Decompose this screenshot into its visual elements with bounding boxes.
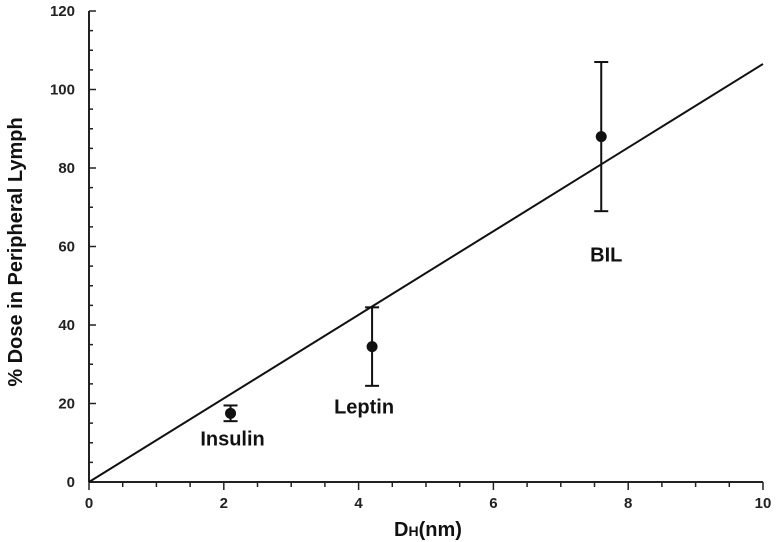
x-axis-title-main: D bbox=[394, 519, 408, 541]
fit-line-group bbox=[88, 63, 764, 483]
x-tick-label: 10 bbox=[755, 495, 772, 512]
point-label-insulin: Insulin bbox=[200, 428, 264, 450]
x-tick-label: 2 bbox=[220, 495, 228, 512]
y-tick-label: 20 bbox=[58, 396, 75, 413]
x-tick-label: 0 bbox=[85, 495, 93, 512]
error-bars bbox=[223, 61, 609, 423]
x-tick-label: 6 bbox=[489, 495, 497, 512]
data-points bbox=[225, 131, 607, 419]
fit-line bbox=[88, 63, 764, 483]
data-point-insulin bbox=[225, 407, 237, 419]
point-label-leptin: Leptin bbox=[334, 397, 394, 419]
axes: 0 20 40 60 80 100 120 0 2 4 6 8 10 bbox=[50, 3, 771, 512]
y-axis-title: % Dose in Peripheral Lymph bbox=[5, 117, 27, 386]
x-tick-label: 4 bbox=[354, 495, 363, 512]
data-point-leptin bbox=[366, 341, 378, 353]
point-labels: Insulin Leptin BIL bbox=[200, 245, 622, 451]
x-axis-title: DH(nm) bbox=[394, 519, 462, 541]
y-tick-label: 0 bbox=[67, 474, 75, 491]
data-point-bil bbox=[595, 131, 607, 143]
y-tick-label: 100 bbox=[50, 82, 75, 99]
point-label-bil: BIL bbox=[590, 245, 622, 267]
x-tick-label: 8 bbox=[624, 495, 632, 512]
y-tick-label: 40 bbox=[58, 317, 75, 334]
x-axis-title-unit: (nm) bbox=[419, 519, 462, 541]
y-tick-label: 120 bbox=[50, 3, 75, 20]
x-axis-title-sub: H bbox=[409, 523, 419, 539]
y-tick-label: 60 bbox=[58, 239, 75, 256]
y-tick-label: 80 bbox=[58, 160, 75, 177]
